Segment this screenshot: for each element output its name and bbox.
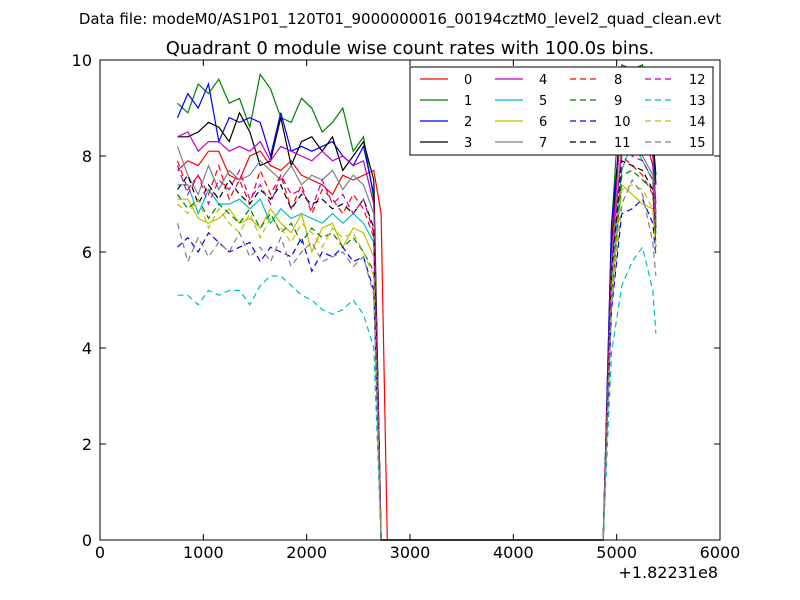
x-tick-label: 2000 [286, 543, 327, 562]
x-tick-label: 1000 [183, 543, 224, 562]
legend-box [409, 66, 714, 156]
x-tick-label: 6000 [700, 543, 741, 562]
x-tick-label: 0 [95, 543, 105, 562]
legend-label-5: 5 [539, 94, 547, 109]
plot-frame [99, 59, 721, 541]
legend-label-10: 10 [614, 115, 631, 130]
y-tick-label: 6 [82, 243, 92, 262]
legend-label-1: 1 [464, 94, 472, 109]
legend-label-3: 3 [464, 136, 472, 151]
legend-label-12: 12 [689, 73, 706, 88]
legend-label-7: 7 [539, 136, 547, 151]
legend-label-0: 0 [464, 73, 472, 88]
x-tick-label: 5000 [596, 543, 637, 562]
x-offset-label: +1.82231e8 [618, 563, 718, 582]
chart-title: Quadrant 0 module wise count rates with … [166, 38, 655, 59]
legend-label-11: 11 [614, 136, 631, 151]
figure-suptitle: Data file: modeM0/AS1P01_120T01_90000000… [79, 10, 721, 29]
y-tick-label: 4 [82, 339, 92, 358]
legend-label-2: 2 [464, 115, 472, 130]
y-tick-label: 10 [72, 51, 92, 70]
legend-label-6: 6 [539, 115, 547, 130]
y-tick-label: 2 [82, 435, 92, 454]
legend-label-15: 15 [689, 136, 706, 151]
legend-label-13: 13 [689, 94, 706, 109]
legend-label-9: 9 [614, 94, 622, 109]
legend-label-14: 14 [689, 115, 706, 130]
x-tick-label: 3000 [390, 543, 431, 562]
x-tick-label: 4000 [493, 543, 534, 562]
y-tick-label: 8 [82, 147, 92, 166]
y-tick-label: 0 [82, 531, 92, 550]
legend-label-8: 8 [614, 73, 622, 88]
legend-label-4: 4 [539, 73, 547, 88]
